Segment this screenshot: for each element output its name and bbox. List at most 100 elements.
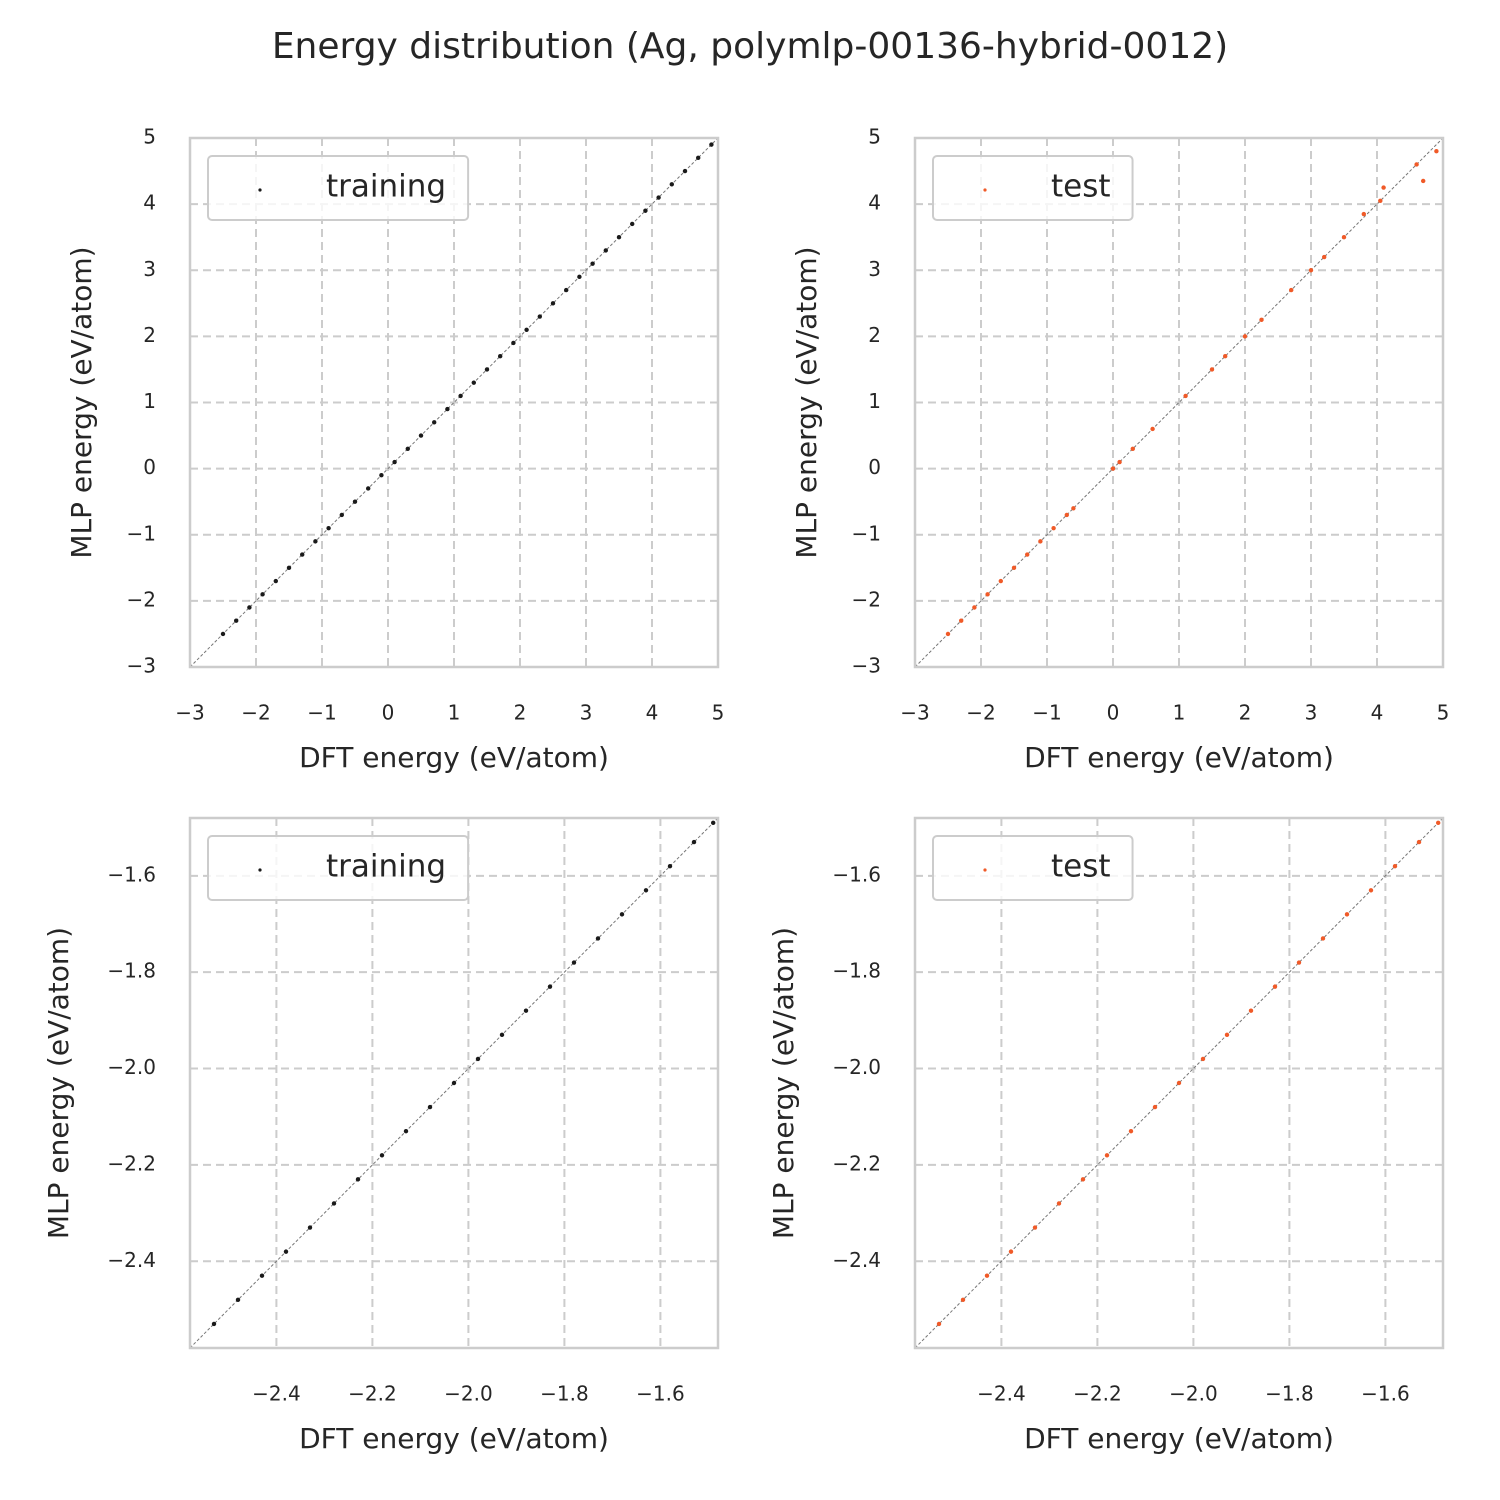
y-tick-label: −1.6 bbox=[107, 862, 156, 886]
point bbox=[1056, 1201, 1062, 1206]
x-tick-label: −2.0 bbox=[444, 1382, 493, 1406]
y-tick-label: −2.2 bbox=[107, 1151, 156, 1175]
point bbox=[211, 1321, 217, 1327]
y-tick-label: −2 bbox=[852, 587, 881, 611]
x-tick-label: 5 bbox=[712, 701, 725, 725]
legend-label: test bbox=[1051, 169, 1111, 205]
point bbox=[936, 1321, 942, 1327]
point bbox=[392, 459, 397, 465]
point bbox=[1200, 1056, 1206, 1062]
x-tick-label: 1 bbox=[1173, 701, 1186, 725]
point bbox=[571, 960, 577, 965]
y-tick-label: −1 bbox=[852, 521, 881, 545]
y-tick-label: −1.8 bbox=[832, 959, 881, 983]
point bbox=[1259, 317, 1264, 323]
point bbox=[379, 473, 384, 478]
y-tick-label: −2.0 bbox=[107, 1055, 156, 1079]
point bbox=[972, 605, 977, 610]
legend-marker bbox=[983, 188, 987, 192]
point bbox=[1011, 565, 1017, 571]
y-tick-label: 1 bbox=[143, 389, 156, 413]
y-tick-label: 0 bbox=[143, 455, 156, 479]
point bbox=[1368, 888, 1374, 893]
y-tick-label: −3 bbox=[852, 654, 881, 678]
legend-box bbox=[207, 835, 470, 901]
y-tick-label: −2.4 bbox=[832, 1248, 881, 1272]
point bbox=[709, 142, 714, 147]
point bbox=[366, 486, 371, 491]
point bbox=[523, 1008, 529, 1013]
point bbox=[691, 839, 697, 845]
legend: test bbox=[932, 835, 1134, 901]
point bbox=[259, 1273, 265, 1278]
x-tick-label: −2.2 bbox=[1073, 1382, 1122, 1406]
point bbox=[511, 340, 516, 346]
point bbox=[537, 314, 542, 319]
x-tick-label: 1 bbox=[448, 701, 461, 725]
x-tick-label: 3 bbox=[580, 701, 593, 725]
legend-box bbox=[207, 155, 470, 221]
y-tick-label: 5 bbox=[143, 125, 156, 149]
point bbox=[643, 208, 648, 213]
point bbox=[524, 327, 529, 332]
x-tick-label: 3 bbox=[1305, 701, 1318, 725]
point bbox=[1223, 354, 1228, 359]
y-tick-label: −3 bbox=[127, 654, 156, 678]
x-tick-label: 2 bbox=[514, 701, 527, 725]
point bbox=[286, 565, 292, 571]
y-tick-label: −2.0 bbox=[832, 1055, 881, 1079]
point bbox=[984, 1273, 990, 1278]
x-tick-label: 4 bbox=[1371, 701, 1384, 725]
y-tick-label: 4 bbox=[868, 191, 881, 215]
x-tick-label: −1 bbox=[307, 701, 336, 725]
point bbox=[499, 1032, 505, 1038]
point bbox=[1308, 268, 1314, 273]
point bbox=[630, 221, 635, 227]
point bbox=[1038, 539, 1043, 544]
point bbox=[403, 1128, 409, 1134]
point bbox=[959, 618, 964, 623]
legend-label: test bbox=[1051, 849, 1111, 885]
point bbox=[577, 274, 582, 280]
x-tick-label: −1.6 bbox=[1361, 1382, 1410, 1406]
point bbox=[1150, 426, 1155, 432]
point bbox=[1361, 211, 1367, 217]
point bbox=[1071, 506, 1076, 511]
axes-frame bbox=[188, 136, 720, 669]
point bbox=[547, 984, 553, 989]
x-tick-label: −1 bbox=[1032, 701, 1061, 725]
point bbox=[273, 578, 278, 584]
axes-frame bbox=[913, 816, 1445, 1350]
point bbox=[711, 820, 716, 826]
point bbox=[405, 446, 410, 451]
y-tick-label: −1.8 bbox=[107, 959, 156, 983]
x-axis-label: DFT energy (eV/atom) bbox=[1024, 741, 1334, 774]
point bbox=[1392, 863, 1398, 869]
y-tick-label: −2.4 bbox=[107, 1248, 156, 1272]
point bbox=[1272, 984, 1278, 989]
point bbox=[432, 420, 437, 425]
point bbox=[475, 1056, 481, 1062]
x-tick-label: −1.8 bbox=[1265, 1382, 1314, 1406]
point bbox=[1322, 254, 1327, 260]
y-tick-label: 4 bbox=[143, 191, 156, 215]
point bbox=[1025, 552, 1030, 557]
legend-label: training bbox=[326, 849, 446, 885]
point bbox=[427, 1104, 433, 1110]
legend-marker bbox=[258, 868, 262, 872]
point bbox=[619, 912, 625, 917]
point bbox=[355, 1177, 361, 1182]
x-axis-label: DFT energy (eV/atom) bbox=[1024, 1422, 1334, 1455]
point bbox=[1128, 1128, 1134, 1134]
point bbox=[471, 380, 476, 385]
y-tick-label: 0 bbox=[868, 455, 881, 479]
point bbox=[643, 888, 649, 893]
legend-box bbox=[932, 835, 1134, 901]
point bbox=[234, 618, 239, 623]
x-tick-label: −1.8 bbox=[540, 1382, 589, 1406]
point bbox=[1209, 367, 1215, 372]
y-tick-label: 2 bbox=[143, 323, 156, 347]
point bbox=[1242, 334, 1248, 339]
x-axis-label: DFT energy (eV/atom) bbox=[299, 741, 609, 774]
axes-frame bbox=[188, 816, 720, 1350]
